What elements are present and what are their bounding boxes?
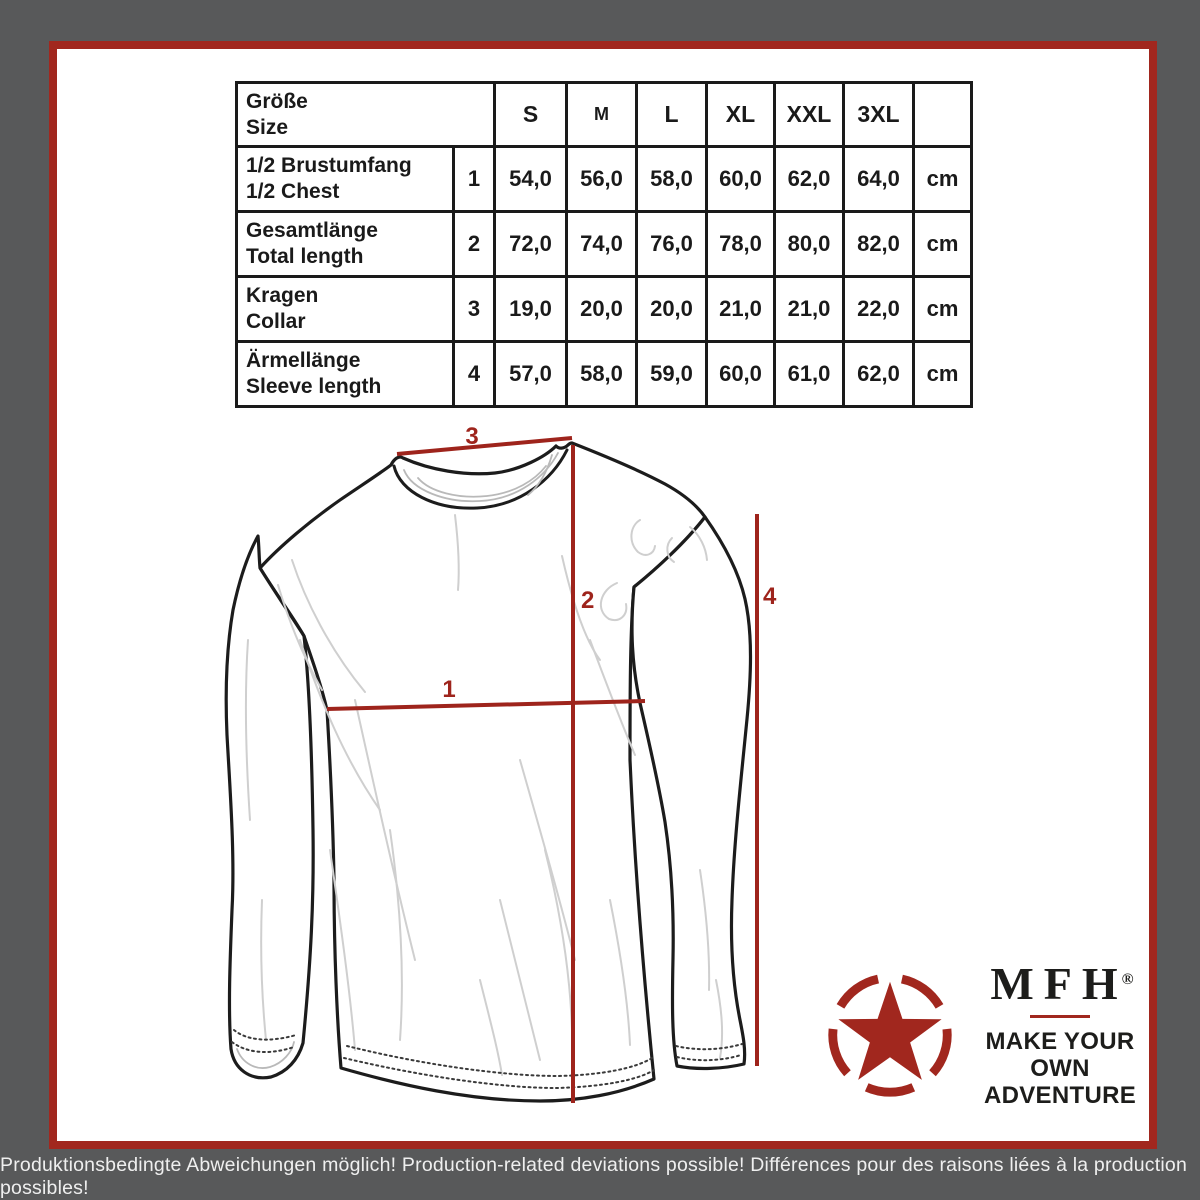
row-number: 2 (452, 210, 496, 278)
value-cell: 60,0 (705, 340, 776, 408)
value-cell: 72,0 (493, 210, 568, 278)
table-row-chest: 1/2 Brustumfang 1/2 Chest 1 54,0 56,0 58… (235, 145, 973, 213)
value-cell: 60,0 (705, 145, 776, 213)
row-label: 1/2 Brustumfang 1/2 Chest (235, 145, 455, 213)
shirt-right-sleeve (630, 515, 753, 1071)
fabric-wrinkles (244, 514, 724, 1076)
size-label-en: Size (246, 115, 289, 139)
measure-label-length: 2 (581, 587, 594, 614)
value-cell: 80,0 (773, 210, 845, 278)
star-icon (828, 974, 952, 1097)
unit-header-cell (912, 81, 973, 148)
value-cell: 78,0 (705, 210, 776, 278)
tagline-line1: MAKE YOUR OWN (985, 1028, 1135, 1082)
collar-seam (527, 454, 553, 496)
cuff-opening (236, 1041, 295, 1069)
value-cell: 59,0 (635, 340, 708, 408)
brand-name: MFH® (990, 958, 1134, 1009)
row-label: Ärmellänge Sleeve length (235, 340, 455, 408)
stitch-lines (231, 1029, 743, 1090)
row-number: 3 (452, 275, 496, 343)
row-number: 4 (452, 340, 496, 408)
measure-label-collar: 3 (465, 423, 478, 450)
size-col-3xl: 3XL (842, 81, 915, 148)
brand-logo: MFH® MAKE YOUR OWN ADVENTURE (816, 960, 1156, 1110)
logo-text-block: MFH® MAKE YOUR OWN ADVENTURE (964, 958, 1156, 1110)
value-cell: 21,0 (705, 275, 776, 343)
shirt-collar-band (392, 448, 569, 510)
table-header-row: Größe Size S M L XL XXL 3XL (235, 81, 973, 148)
measure-line-collar (396, 436, 573, 456)
value-cell: 61,0 (773, 340, 845, 408)
size-col-m: M (565, 81, 638, 148)
size-label-de: Größe (246, 89, 308, 113)
size-col-xxl: XXL (773, 81, 845, 148)
row-number: 1 (452, 145, 496, 213)
measurement-lines: 3 2 1 4 (326, 423, 777, 1103)
shirt-outline (224, 441, 753, 1103)
row-label: Gesamtlänge Total length (235, 210, 455, 278)
table-row-sleeve: Ärmellänge Sleeve length 4 57,0 58,0 59,… (235, 340, 973, 408)
value-cell: 20,0 (635, 275, 708, 343)
measure-label-sleeve: 4 (763, 583, 777, 610)
shirt-left-sleeve (224, 534, 315, 1080)
value-cell: 76,0 (635, 210, 708, 278)
unit-cell: cm (912, 145, 973, 213)
value-cell: 64,0 (842, 145, 915, 213)
row-label: Kragen Collar (235, 275, 455, 343)
size-col-s: S (493, 81, 568, 148)
size-col-l: L (635, 81, 708, 148)
unit-cell: cm (912, 340, 973, 408)
production-disclaimer: Produktionsbedingte Abweichungen möglich… (0, 1153, 1187, 1199)
shirt-body (258, 441, 707, 1103)
unit-cell: cm (912, 275, 973, 343)
value-cell: 20,0 (565, 275, 638, 343)
value-cell: 56,0 (565, 145, 638, 213)
value-cell: 58,0 (635, 145, 708, 213)
collar-seam (417, 465, 547, 498)
logo-divider (1030, 1015, 1090, 1018)
size-table: Größe Size S M L XL XXL 3XL 1/2 Brustumf… (235, 81, 973, 408)
collar-seam (403, 452, 559, 503)
measure-label-chest: 1 (442, 676, 455, 703)
value-cell: 62,0 (842, 340, 915, 408)
value-cell: 21,0 (773, 275, 845, 343)
table-row-collar: Kragen Collar 3 19,0 20,0 20,0 21,0 21,0… (235, 275, 973, 343)
value-cell: 82,0 (842, 210, 915, 278)
value-cell: 19,0 (493, 275, 568, 343)
unit-cell: cm (912, 210, 973, 278)
value-cell: 57,0 (493, 340, 568, 408)
value-cell: 62,0 (773, 145, 845, 213)
value-cell: 54,0 (493, 145, 568, 213)
tagline-line2: ADVENTURE (983, 1082, 1137, 1109)
size-col-xl: XL (705, 81, 776, 148)
size-header-cell: Größe Size (235, 81, 496, 148)
table-row-length: Gesamtlänge Total length 2 72,0 74,0 76,… (235, 210, 973, 278)
registered-mark: ® (1121, 971, 1134, 988)
value-cell: 74,0 (565, 210, 638, 278)
measure-line-chest (326, 699, 646, 711)
value-cell: 58,0 (565, 340, 638, 408)
value-cell: 22,0 (842, 275, 915, 343)
